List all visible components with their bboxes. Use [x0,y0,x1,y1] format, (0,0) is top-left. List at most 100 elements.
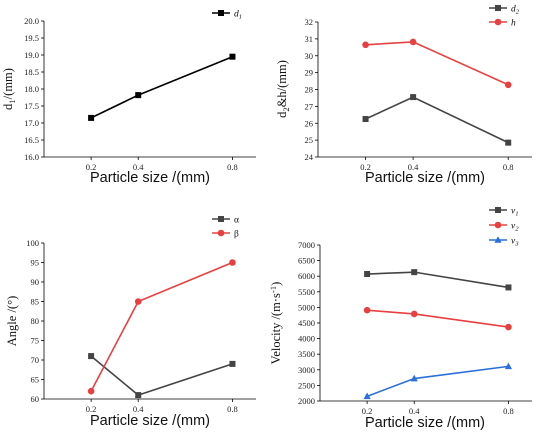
x-tick-label: 0.8 [503,162,514,172]
x-tick-label: 0.2 [86,162,97,172]
y-tick-label: 16.5 [24,135,39,145]
data-point-v1 [411,269,418,276]
data-point-h [409,38,417,46]
legend-marker-h [494,18,502,26]
x-tick-label: 0.4 [133,162,144,172]
legend-marker-d2 [495,5,501,11]
y-tick-label: 6500 [298,256,315,266]
data-point-d2 [505,139,512,146]
y-tick-label: 100 [26,238,39,248]
data-point-h [362,41,369,49]
data-point-β [134,298,142,305]
y-axis-label: d2&h/(mm) [275,60,291,118]
legend-label-d2: d2 [511,5,520,16]
y-tick-label: 60 [31,394,40,404]
data-point-v1 [505,284,512,291]
legend-marker-α [218,216,224,222]
y-tick-label: 2500 [298,380,315,390]
y-tick-label: 19.0 [24,50,39,60]
legend-label-β: β [234,230,239,240]
y-tick-label: 17.0 [24,118,39,128]
legend-marker-v2 [494,221,502,229]
data-point-β [87,387,95,395]
data-point-v2 [410,310,418,318]
x-tick-label: 0.8 [503,406,514,416]
y-tick-label: 19.5 [24,33,39,43]
y-axis-label: Velocity /(m·s-1) [268,282,283,365]
series-line-d2 [365,96,509,144]
series-line-h [365,41,509,86]
data-point-v1 [364,271,371,278]
x-tick-label: 0.8 [227,404,238,414]
data-point-β [229,259,236,266]
chart-panel-3: 60 65 70 75 80 85 90 95 100 0.2 0.4 0.8 Particle siz… [5,216,256,429]
y-tick-label: 17.5 [24,101,39,111]
y-tick-label: 4500 [298,318,315,328]
data-point-v3 [504,362,513,370]
x-tick-label: 0.2 [362,406,373,416]
y-axis-label: d1/(mm) [1,68,17,110]
y-tick-label: 20.0 [24,16,39,26]
series-line-β [90,261,233,392]
chart-panel-2: 24 25 26 27 28 29 30 31 32 0.2 0.4 0.8 Particle size… [275,5,532,186]
chart-panel-4: 2000 2500 3000 3500 4000 4500 5000 5500 6000 6500… [268,207,532,431]
y-tick-label: 85 [31,297,40,307]
data-point-d2 [362,116,369,123]
data-point-α [135,392,142,399]
data-point-d1 [88,114,95,121]
y-tick-label: 26 [305,118,314,128]
data-point-d2 [410,94,417,101]
y-tick-label: 75 [31,336,40,346]
legend-marker-v1 [495,207,501,213]
x-tick-label: 0.4 [133,404,144,414]
legend-marker-v3 [494,236,502,243]
x-tick-label: 0.4 [408,162,419,172]
chart-panel-1: 16.0 16.5 17.0 17.5 18.0 18.5 19.0 19.5 20.0 0.2 0… [1,10,256,186]
series-line-v1 [367,271,509,289]
y-tick-label: 24 [305,152,314,162]
x-axis-label: Particle size /(mm) [90,170,210,186]
series-line-d1 [90,55,233,119]
y-tick-label: 4000 [298,334,315,344]
data-point-d1 [135,92,142,99]
y-tick-label: 27 [305,101,314,111]
data-point-v2 [363,306,371,314]
y-tick-label: 31 [305,34,314,44]
legend-marker-β [217,229,225,237]
x-tick-label: 0.4 [409,406,420,416]
y-tick-label: 5000 [298,302,315,312]
y-tick-label: 32 [305,17,314,27]
y-tick-label: 70 [31,355,40,365]
series-line-v3 [366,365,509,398]
y-tick-label: 3500 [298,349,315,359]
y-tick-label: 90 [31,277,40,287]
data-point-v3 [410,374,418,382]
data-point-d1 [229,53,236,60]
x-axis-label: Particle size /(mm) [365,415,485,431]
y-tick-label: 80 [31,316,40,326]
y-axis-label: Angle /(°) [5,296,19,346]
legend-marker-d1 [218,10,224,16]
legend-label-d1: d1 [234,10,242,21]
y-tick-label: 30 [305,51,314,61]
y-tick-label: 18.0 [24,84,39,94]
y-tick-label: 6000 [298,271,315,281]
y-tick-label: 29 [305,68,314,78]
y-tick-label: 65 [31,375,40,385]
y-tick-label: 7000 [298,240,315,250]
legend-label-h: h [511,19,516,29]
y-tick-label: 28 [305,85,314,95]
x-tick-label: 0.8 [227,162,238,172]
y-tick-label: 95 [31,258,40,268]
data-point-v2 [505,323,512,331]
data-point-h [504,81,512,89]
data-point-α [229,360,236,367]
legend-label-v1: v1 [511,207,519,218]
series-line-v2 [367,309,509,328]
y-tick-label: 2000 [298,396,315,406]
legend-label-α: α [234,216,239,226]
y-tick-label: 3000 [298,365,315,375]
y-tick-label: 16.0 [24,152,39,162]
series-line-α [90,355,233,396]
